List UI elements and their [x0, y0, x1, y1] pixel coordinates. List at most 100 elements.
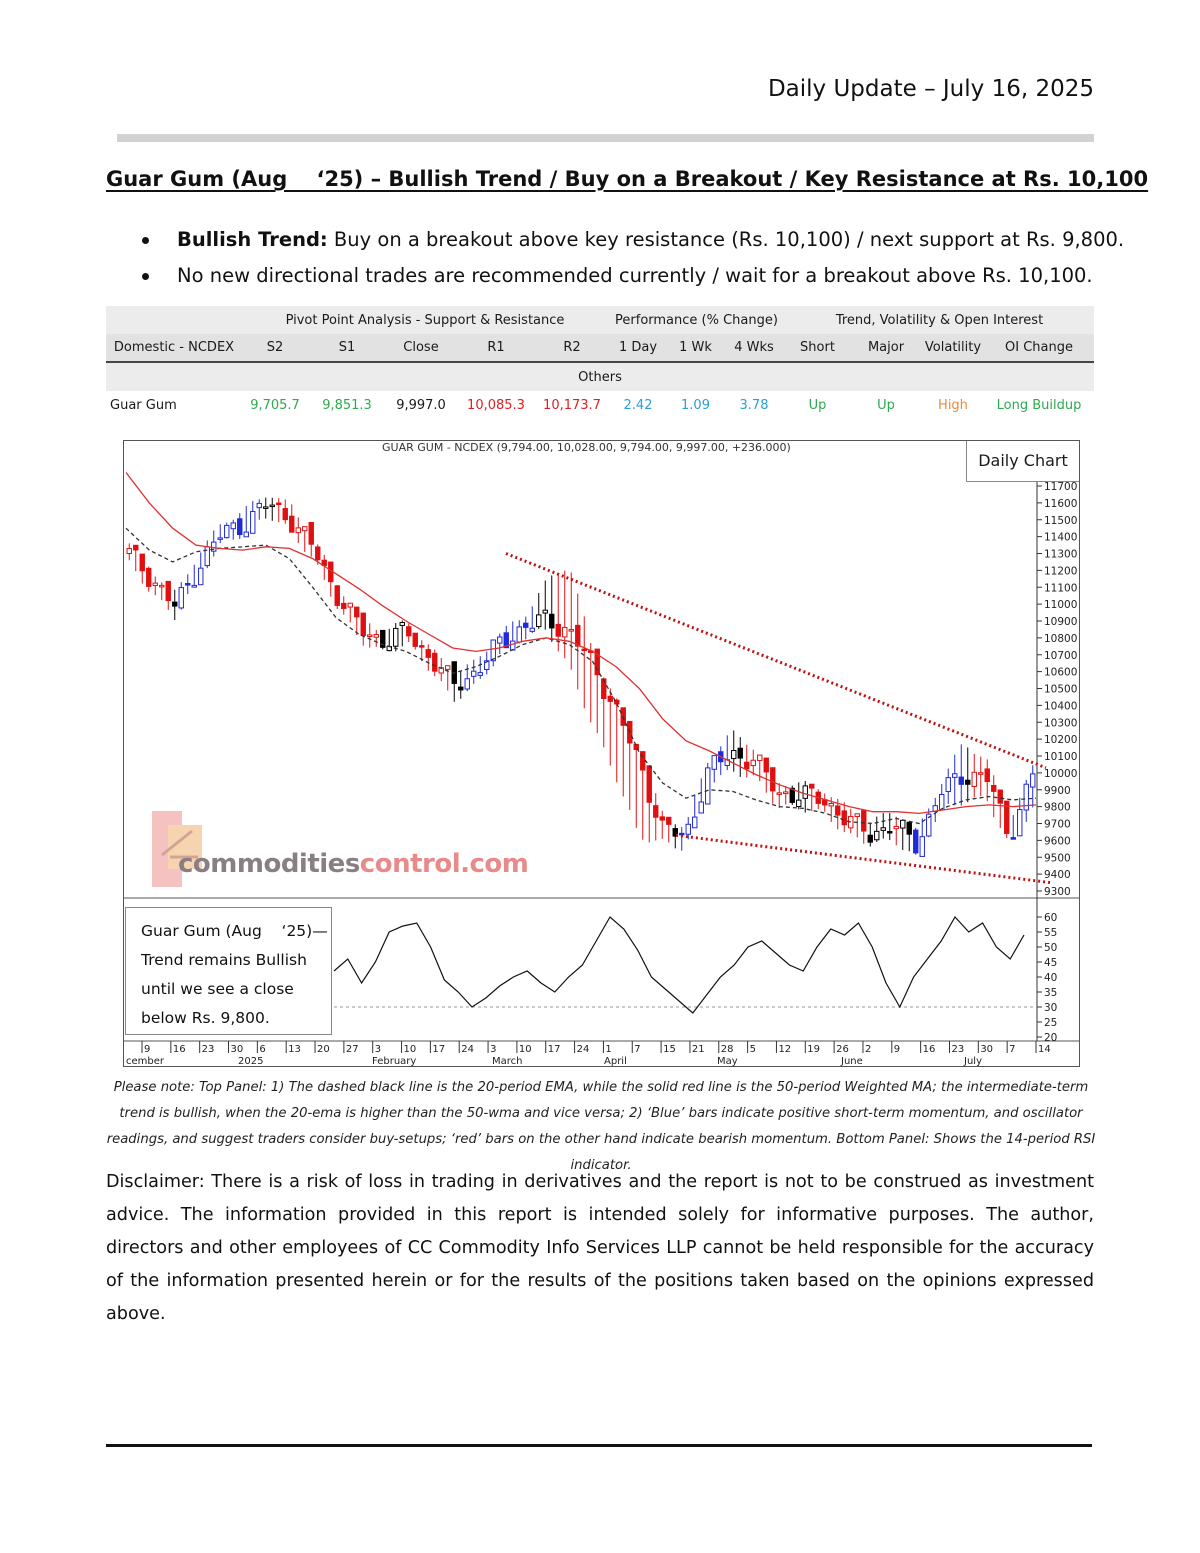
candle-body	[1010, 837, 1016, 840]
candle-body	[276, 502, 282, 506]
note-line: Guar Gum (Aug ‘25)—	[141, 922, 328, 940]
date-tick-label: 30	[231, 1044, 244, 1055]
candle-body	[906, 821, 912, 835]
candle-body	[893, 825, 899, 830]
candle-body	[841, 810, 847, 826]
chart-canvas: GUAR GUM - NCDEX (9,794.00, 10,028.00, 9…	[124, 441, 1079, 1067]
candle-body	[562, 626, 568, 638]
price-tick-label: 9300	[1044, 886, 1071, 898]
date-tick-label: 20	[317, 1044, 330, 1055]
candle-body	[685, 823, 691, 835]
candle-body	[341, 602, 347, 609]
candle-body	[991, 784, 997, 792]
footer-divider	[106, 1444, 1092, 1447]
candle-body	[458, 686, 464, 691]
date-tick-label: 24	[461, 1044, 474, 1055]
cell-s1: 9,851.3	[322, 398, 372, 413]
price-tick-label: 11100	[1044, 582, 1077, 594]
support-trendline	[675, 833, 1051, 885]
price-tick-label: 10600	[1044, 667, 1077, 679]
page-title: Guar Gum (Aug ‘25) – Bullish Trend / Buy…	[106, 167, 1149, 191]
daily-chart-badge: Daily Chart	[966, 441, 1079, 482]
candle-body	[191, 584, 197, 588]
caption-text: Please note: Top Panel: 1) The dashed bl…	[106, 1080, 1096, 1173]
candle-body	[419, 645, 425, 648]
month-label: July	[963, 1056, 982, 1067]
date-tick-label: 9	[144, 1044, 150, 1055]
candle-body	[237, 518, 243, 536]
date-tick-label: 7	[634, 1044, 640, 1055]
price-tick-label: 9500	[1044, 852, 1071, 864]
candle-body	[477, 672, 483, 676]
candle-body	[224, 524, 230, 539]
date-tick-label: 14	[1038, 1044, 1051, 1055]
candle-body	[152, 582, 158, 586]
rsi-tick-label: 35	[1044, 987, 1057, 999]
candle-body	[165, 580, 171, 602]
column-header: Short	[785, 334, 850, 363]
date-tick-label: 27	[346, 1044, 359, 1055]
candle-body	[178, 587, 184, 609]
candle-body	[1017, 809, 1023, 837]
column-header: 1 Wk	[668, 334, 723, 363]
note-line: below Rs. 9,800.	[141, 1009, 270, 1027]
summary-bullets: Bullish Trend: Buy on a breakout above k…	[140, 222, 1124, 294]
price-tick-label: 10400	[1044, 700, 1077, 712]
candle-body	[997, 789, 1003, 804]
column-header: 1 Day	[608, 334, 668, 363]
candle-body	[308, 521, 314, 545]
candle-body	[809, 783, 815, 789]
candle-body	[549, 613, 555, 629]
price-tick-label: 9800	[1044, 802, 1071, 814]
cell-1wk: 1.09	[681, 398, 710, 413]
column-header: Domestic - NCDEX	[106, 334, 242, 363]
date-tick-label: 7	[1009, 1044, 1015, 1055]
price-tick-label: 10500	[1044, 684, 1077, 696]
watermark-text-a: commodities	[178, 849, 360, 879]
candle-body	[1004, 800, 1010, 834]
candle-body	[347, 602, 353, 608]
candle-body	[263, 506, 269, 509]
candle-body	[750, 759, 756, 767]
candle-body	[705, 767, 711, 805]
price-tick-label: 11300	[1044, 549, 1077, 561]
resistance-trendline	[505, 552, 1047, 770]
candle-body	[172, 601, 178, 607]
column-header: R1	[456, 334, 536, 363]
cell-4wks: 3.78	[739, 398, 769, 413]
rsi-tick-label: 45	[1044, 957, 1057, 969]
candle-body	[867, 834, 873, 843]
candle-body	[542, 609, 548, 614]
price-tick-label: 11000	[1044, 599, 1077, 611]
date-tick-label: 2	[865, 1044, 871, 1055]
candle-body	[289, 515, 295, 533]
candle-body	[575, 624, 581, 647]
candle-body	[978, 772, 984, 775]
cell-short-trend: Up	[808, 398, 827, 413]
candle-body	[796, 799, 802, 807]
date-tick-label: 1	[605, 1044, 611, 1055]
candle-body	[503, 632, 509, 649]
candle-body	[256, 502, 262, 509]
candle-body	[958, 776, 964, 785]
price-tick-label: 9700	[1044, 819, 1071, 831]
candle-body	[393, 627, 399, 647]
date-tick-label: 3	[490, 1044, 496, 1055]
date-tick-label: 23	[202, 1044, 215, 1055]
candle-body	[529, 627, 535, 632]
pivot-table: Pivot Point Analysis - Support & Resista…	[106, 306, 1094, 420]
chart-header: GUAR GUM - NCDEX (9,794.00, 10,028.00, 9…	[382, 441, 791, 454]
candle-body	[594, 648, 600, 676]
header-divider	[117, 134, 1094, 142]
date-tick-label: 24	[577, 1044, 590, 1055]
price-tick-label: 10000	[1044, 768, 1077, 780]
column-header: R2	[536, 334, 608, 363]
candle-body	[783, 791, 789, 795]
rsi-tick-label: 60	[1044, 912, 1057, 924]
watermark-text: commoditiescontrol.com	[178, 849, 529, 879]
candle-body	[802, 785, 808, 799]
price-tick-label: 11700	[1044, 481, 1077, 493]
candle-body	[581, 648, 587, 652]
candle-body	[744, 761, 750, 770]
date-tick-label: 16	[923, 1044, 936, 1055]
